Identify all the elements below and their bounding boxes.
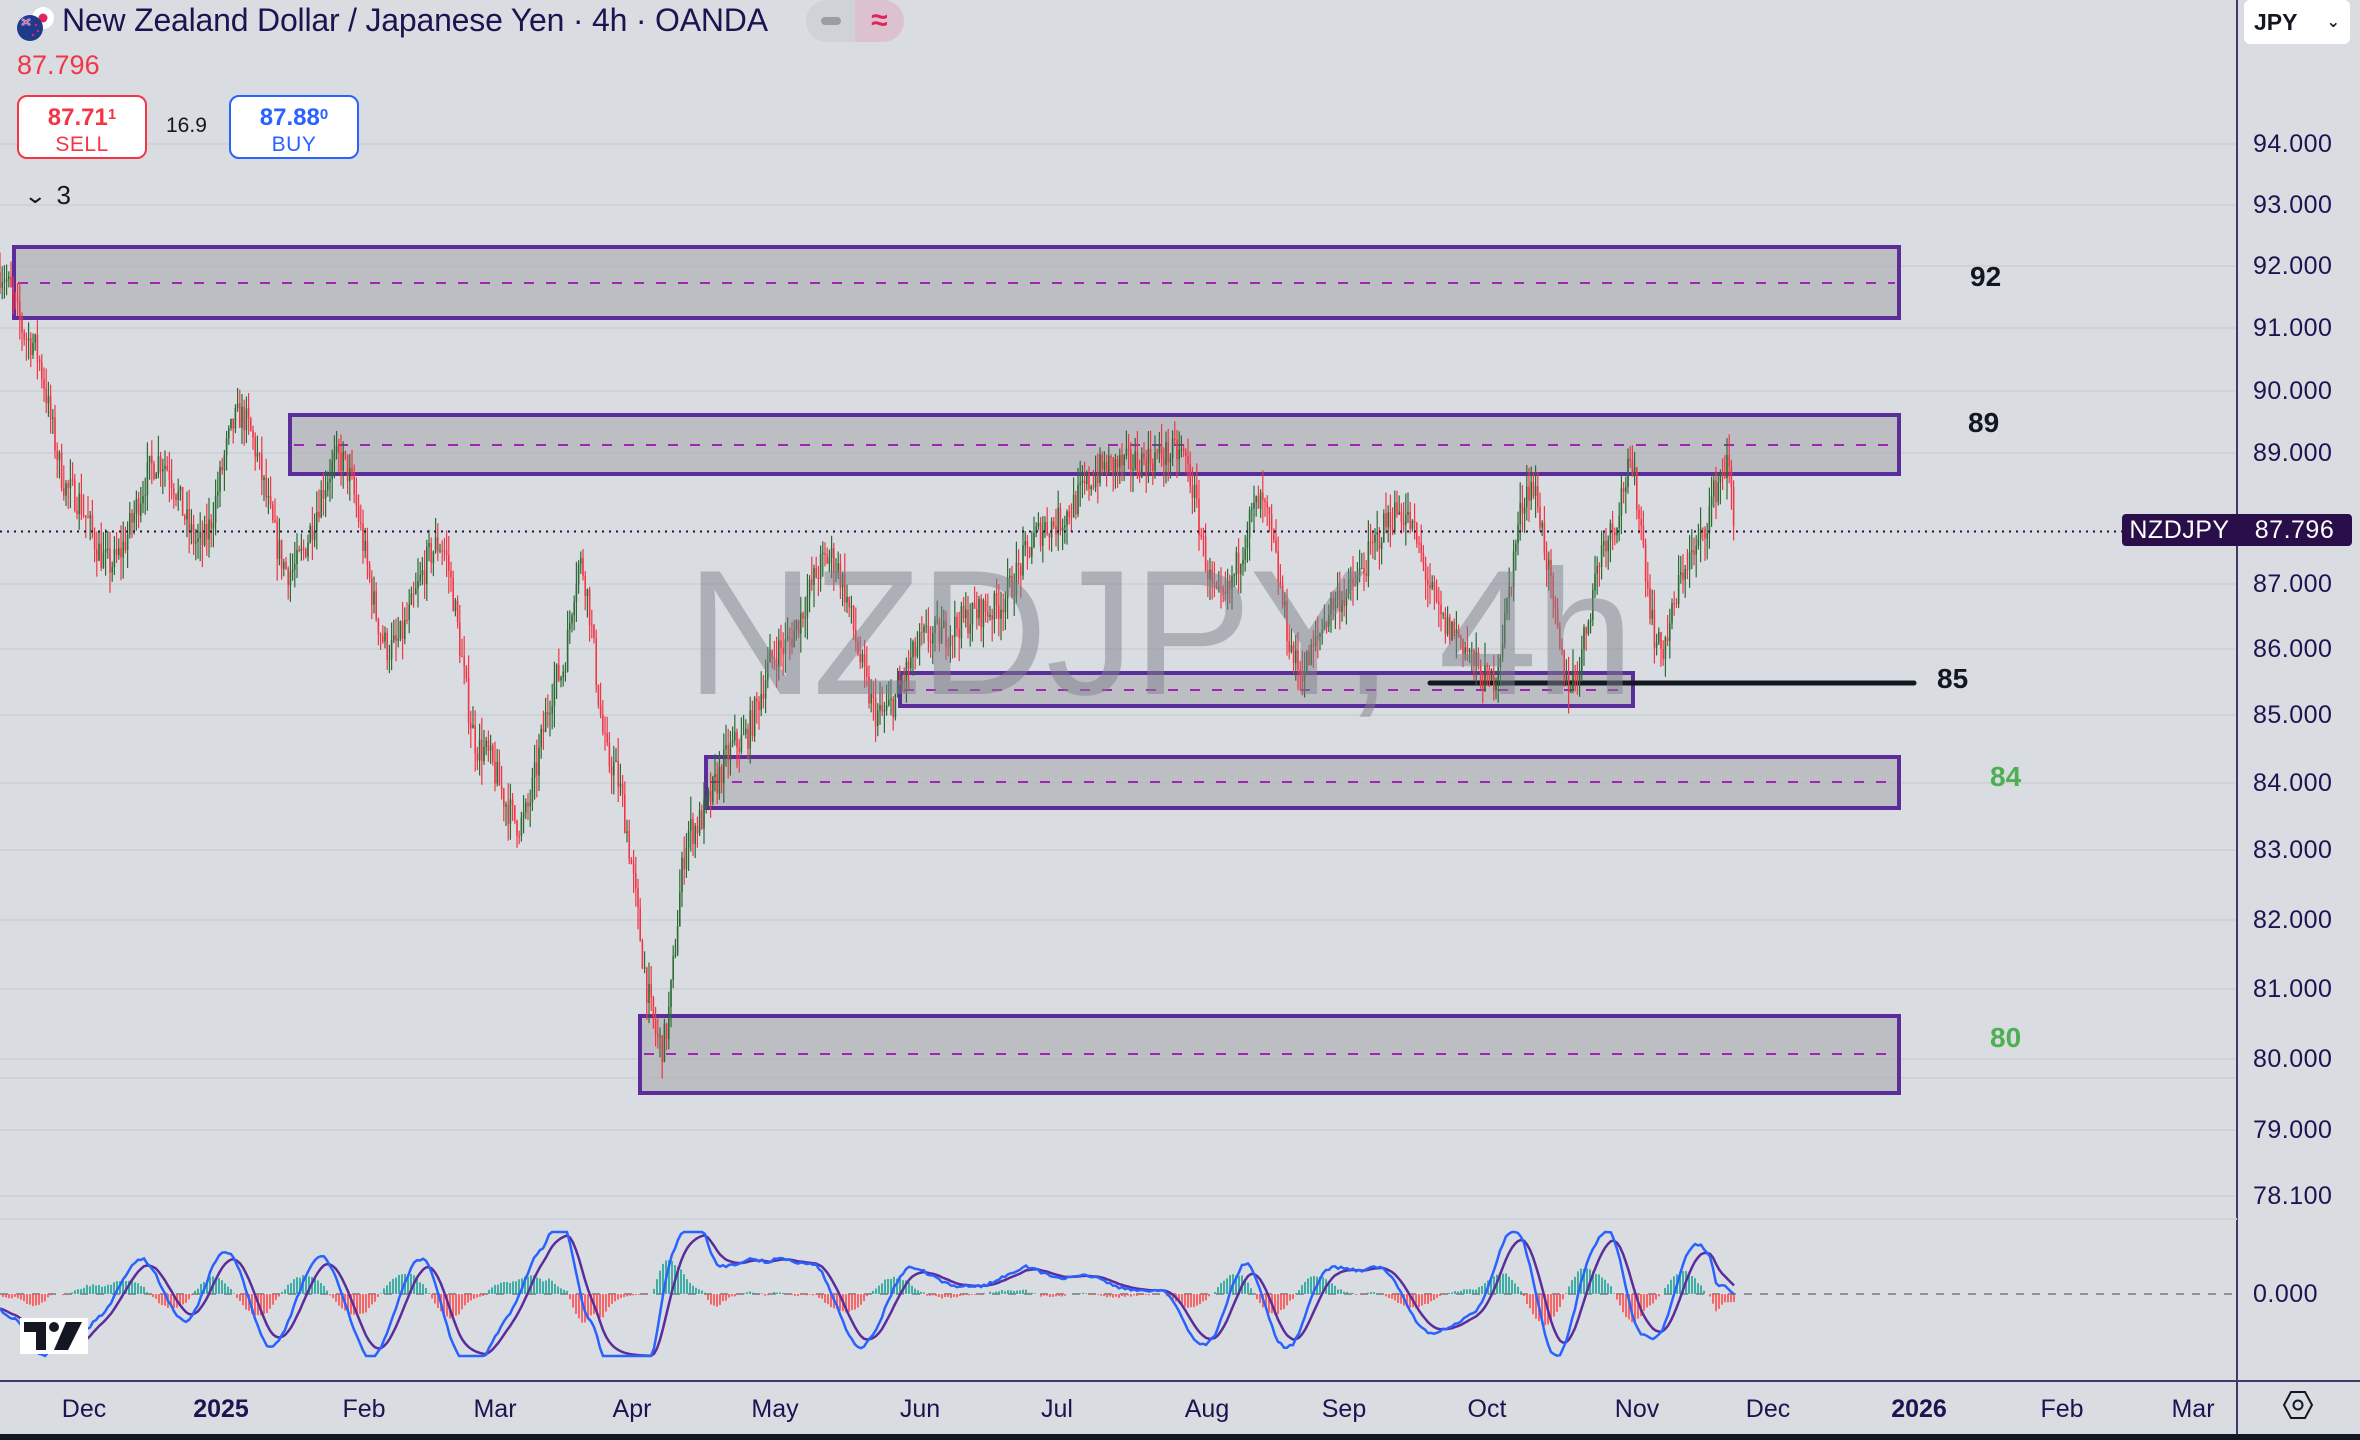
price-axis-label: 79.000: [2253, 1116, 2333, 1144]
price-axis-label: 84.000: [2253, 769, 2333, 797]
oscillator-zero-label: 0.000: [2253, 1280, 2319, 1308]
time-axis-label: Jul: [1041, 1395, 1073, 1423]
price-axis-label: 90.000: [2253, 377, 2333, 405]
zone-92[interactable]: [12, 245, 1901, 320]
time-axis-label: Aug: [1184, 1395, 1230, 1423]
time-axis-label: May: [751, 1395, 799, 1423]
spread-value: 16.9: [166, 114, 207, 137]
support-resistance-zones[interactable]: [12, 245, 1917, 1095]
sell-button[interactable]: 87.711 SELL: [17, 95, 147, 159]
price-axis-label: 78.100: [2253, 1182, 2333, 1210]
last-price: 87.796: [17, 50, 100, 80]
zone-label-80: 80: [1990, 1022, 2022, 1053]
price-axis-label: 81.000: [2253, 975, 2333, 1003]
price-axis-label: 87.000: [2253, 570, 2333, 598]
time-axis-label: 2026: [1891, 1395, 1947, 1423]
zone-label-89: 89: [1968, 407, 2000, 438]
time-axis-label: Feb: [342, 1395, 386, 1423]
minus-icon[interactable]: [806, 0, 855, 42]
price-axis-label: 94.000: [2253, 130, 2333, 158]
price-axis-label: 85.000: [2253, 701, 2333, 729]
currency-value: JPY: [2254, 8, 2298, 35]
price-axis-label: 80.000: [2253, 1045, 2333, 1073]
zone-80[interactable]: [638, 1014, 1901, 1095]
chevron-down-icon: ⌄: [2326, 14, 2340, 31]
zone-label-84: 84: [1990, 761, 2022, 792]
current-price-tag: NZDJPY 87.796: [2122, 514, 2352, 546]
chevron-down-icon: ⌄: [23, 182, 48, 208]
time-axis-label: Oct: [1467, 1395, 1507, 1423]
time-axis-label: Mar: [2171, 1395, 2215, 1423]
price-axis-label: 92.000: [2253, 252, 2333, 280]
price-axis-label: 82.000: [2253, 906, 2333, 934]
sell-price: 87.711: [47, 104, 117, 131]
candlestick-series: [0, 252, 2122, 1079]
time-axis-label: Sep: [1321, 1395, 1367, 1423]
price-axis-label: 93.000: [2253, 191, 2333, 219]
indicator-count: 3: [56, 180, 71, 210]
sell-label: SELL: [55, 133, 109, 156]
currency-select[interactable]: JPY ⌄: [2244, 0, 2350, 44]
indicators-toggle[interactable]: ⌄ 3: [23, 180, 71, 211]
buy-label: BUY: [271, 133, 317, 156]
macd-oscillator: [0, 1230, 2237, 1358]
time-axis-label: Jun: [899, 1395, 941, 1423]
buy-button[interactable]: 87.880 BUY: [229, 95, 359, 159]
price-axis-label: 91.000: [2253, 314, 2333, 342]
time-axis-label: Dec: [61, 1395, 107, 1423]
price-axis-label: 89.000: [2253, 439, 2333, 467]
zone-84[interactable]: [704, 755, 1901, 810]
buy-price: 87.880: [259, 104, 329, 131]
price-axis-label: 83.000: [2253, 836, 2333, 864]
tradingview-logo-icon[interactable]: [20, 1318, 88, 1354]
price-tag-value: 87.796: [2254, 515, 2335, 544]
price-axis-label: 86.000: [2253, 635, 2333, 663]
nzd-jpy-flag-icon: [17, 7, 54, 41]
time-axis-label: Mar: [473, 1395, 517, 1423]
header-status-pill[interactable]: ≈: [806, 0, 904, 42]
price-tag-symbol: NZDJPY: [2129, 515, 2230, 544]
time-axis-label: Nov: [1614, 1395, 1660, 1423]
zone-89[interactable]: [288, 413, 1901, 476]
zone-label-92: 92: [1970, 261, 2002, 292]
zone-label-85: 85: [1937, 663, 1969, 694]
time-axis-label: Dec: [1745, 1395, 1791, 1423]
time-axis-label: Apr: [612, 1395, 652, 1423]
time-axis-label: 2025: [193, 1395, 249, 1423]
zone-85[interactable]: [898, 671, 1917, 708]
time-axis-label: Feb: [2040, 1395, 2084, 1423]
approx-wave-icon[interactable]: ≈: [855, 0, 904, 42]
chart-settings-icon[interactable]: [2282, 1390, 2314, 1420]
symbol-title[interactable]: New Zealand Dollar / Japanese Yen · 4h ·…: [62, 2, 768, 38]
